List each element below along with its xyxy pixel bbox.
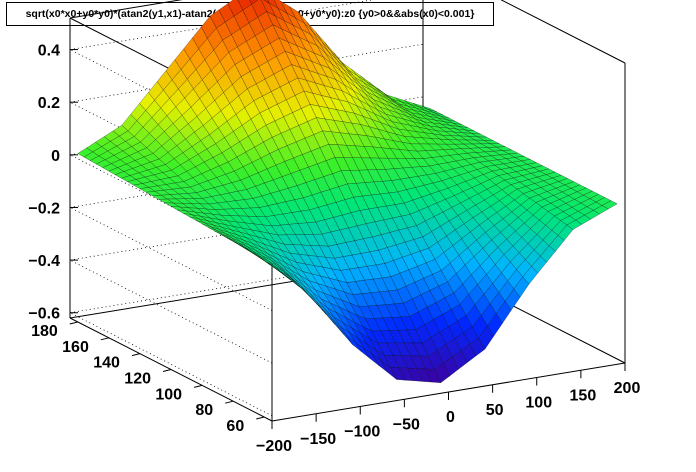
surface-mesh [77,0,618,384]
y-tick-label: 140 [93,355,120,372]
frame-edge [500,0,626,64]
grid-line [69,101,273,206]
x-tick-label: 100 [525,395,552,412]
z-tick-label: 0.4 [38,43,60,60]
z-tick-label: −0.2 [28,200,60,217]
x-tick-label: 200 [614,380,641,397]
y-tick-label: 60 [226,418,244,435]
frame-edge [69,0,183,19]
x-tick-label: 50 [486,402,504,419]
y-tick-label: 80 [195,402,213,419]
y-tick [69,321,78,325]
y-tick [225,400,234,404]
axes: −200 −150 −100 −50 0 50 100 150 2006080100120140… [28,43,640,455]
y-tick [193,384,203,388]
grid-line [69,49,273,153]
y-tick [256,416,265,420]
grid-lines [69,0,424,417]
y-tick-label: 160 [62,339,89,356]
grid-line [69,154,273,259]
z-tick-label: −0.6 [28,306,60,323]
y-tick-label: 100 [155,386,182,403]
surface-cell [601,200,618,210]
grid-line [69,312,273,417]
x-tick-label: −100 [344,424,380,441]
x-tick-label: 0 [446,409,455,426]
y-tick [162,369,172,372]
z-tick-label: −0.4 [28,253,60,270]
z-tick-label: 0.2 [38,95,60,112]
x-tick-label: −150 [300,431,336,448]
x-tick-label: −50 [393,416,420,433]
grid-line [69,207,273,311]
y-tick-label: 120 [124,371,151,388]
y-tick [131,353,141,357]
x-tick-label: 150 [570,387,597,404]
y-tick [100,337,109,341]
y-tick-label: 180 [31,323,58,340]
grid-line [69,259,273,364]
z-tick-label: 0 [51,148,60,165]
x-tick-label: −200 [256,438,292,455]
